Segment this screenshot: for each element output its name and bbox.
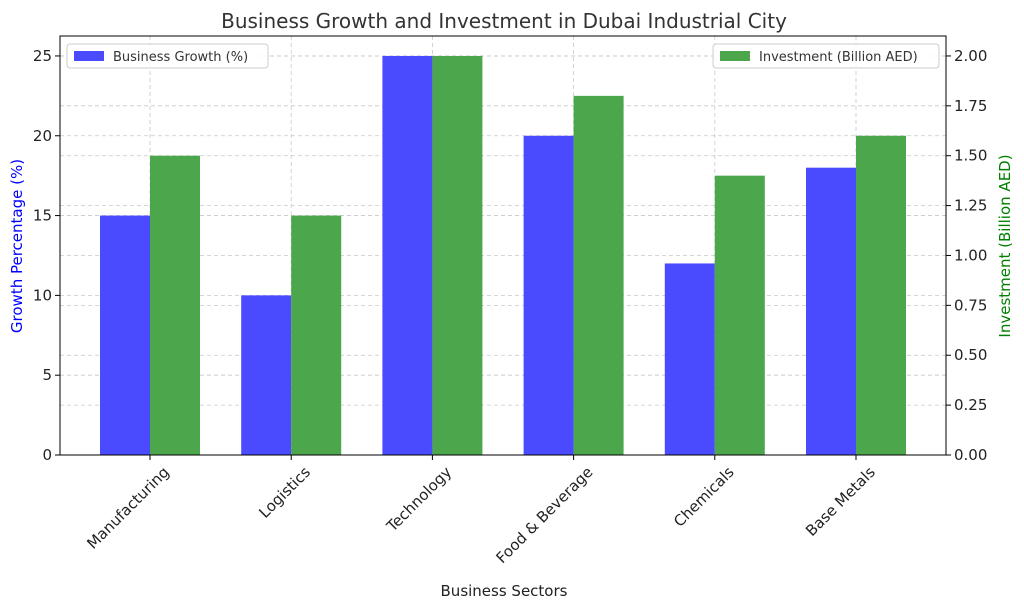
y-right-tick-label: 0.00 (954, 446, 987, 464)
y-right-tick-label: 1.75 (954, 97, 987, 115)
bar-growth (241, 295, 292, 455)
y-left-tick-label: 10 (33, 286, 52, 304)
y-left-tick-label: 0 (42, 446, 52, 464)
y-left-tick-label: 20 (33, 127, 52, 145)
bar-growth (806, 167, 856, 455)
legend-growth: Business Growth (%) (66, 43, 269, 69)
y-right-tick-label: 0.50 (954, 346, 987, 364)
y-right-tick-label: 1.50 (954, 147, 987, 165)
bar-investment (150, 155, 200, 455)
x-axis-label: Business Sectors (441, 582, 568, 600)
x-tick-label: Chemicals (670, 463, 738, 531)
bar-investment (856, 135, 906, 455)
bar-investment (432, 55, 483, 455)
y-left-tick-label: 25 (33, 47, 52, 65)
y-right-tick-label: 1.00 (954, 246, 987, 264)
legend-investment: Investment (Billion AED) (712, 43, 940, 69)
y-right-tick-label: 0.75 (954, 296, 987, 314)
y-right-tick-label: 2.00 (954, 47, 987, 65)
chart-title: Business Growth and Investment in Dubai … (221, 9, 787, 33)
bar-investment (714, 175, 765, 455)
bars (100, 55, 906, 455)
legend-label-growth: Business Growth (%) (113, 50, 248, 65)
x-axis: Manufacturing Logistics Technology Food & B… (83, 455, 879, 567)
x-tick-label: Manufacturing (83, 463, 173, 553)
y-axis-right: 0.00 0.25 0.50 0.75 1.00 1.25 1.50 1.75 2.00 (946, 47, 987, 464)
y-axis-left-label: Growth Percentage (%) (8, 159, 26, 333)
x-tick-label: Food & Beverage (493, 463, 597, 567)
bar-investment (291, 215, 342, 455)
y-right-tick-label: 0.25 (954, 396, 987, 414)
plot-frame (59, 35, 947, 456)
bar-growth (664, 263, 715, 455)
bar-growth (382, 55, 433, 455)
y-axis-left: 0 5 10 15 20 25 (33, 47, 60, 464)
bar-growth (523, 135, 574, 455)
legend-label-investment: Investment (Billion AED) (759, 50, 918, 65)
x-tick-label: Base Metals (802, 463, 879, 540)
legend-swatch-growth (74, 51, 104, 61)
y-right-tick-label: 1.25 (954, 197, 987, 215)
y-axis-right-label: Investment (Billion AED) (996, 154, 1014, 337)
x-tick-label: Logistics (255, 463, 314, 522)
y-left-tick-label: 5 (42, 366, 52, 384)
bar-investment (573, 95, 624, 455)
y-left-tick-label: 15 (33, 207, 52, 225)
x-tick-label: Technology (382, 463, 455, 536)
bar-growth (100, 215, 150, 455)
legend-swatch-investment (720, 51, 750, 61)
